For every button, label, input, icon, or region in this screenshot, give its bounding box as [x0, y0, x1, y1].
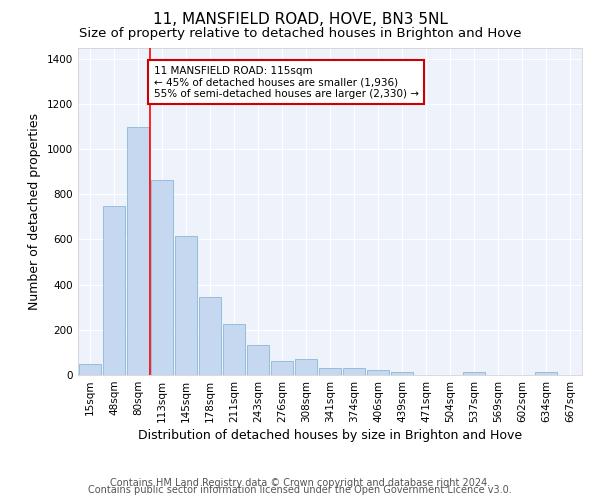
X-axis label: Distribution of detached houses by size in Brighton and Hove: Distribution of detached houses by size … — [138, 429, 522, 442]
Text: Contains public sector information licensed under the Open Government Licence v3: Contains public sector information licen… — [88, 485, 512, 495]
Bar — [223, 324, 245, 375]
Bar — [295, 359, 317, 375]
Bar — [247, 344, 269, 375]
Text: Contains HM Land Registry data © Crown copyright and database right 2024.: Contains HM Land Registry data © Crown c… — [110, 478, 490, 488]
Bar — [391, 372, 413, 375]
Bar — [535, 372, 557, 375]
Bar — [463, 372, 485, 375]
Bar — [271, 361, 293, 375]
Bar — [175, 236, 197, 375]
Bar — [127, 126, 149, 375]
Bar — [343, 368, 365, 375]
Bar — [319, 368, 341, 375]
Y-axis label: Number of detached properties: Number of detached properties — [28, 113, 41, 310]
Bar — [367, 370, 389, 375]
Text: Size of property relative to detached houses in Brighton and Hove: Size of property relative to detached ho… — [79, 28, 521, 40]
Bar — [103, 206, 125, 375]
Text: 11, MANSFIELD ROAD, HOVE, BN3 5NL: 11, MANSFIELD ROAD, HOVE, BN3 5NL — [152, 12, 448, 28]
Bar — [79, 364, 101, 375]
Bar — [151, 180, 173, 375]
Bar — [199, 297, 221, 375]
Text: 11 MANSFIELD ROAD: 115sqm
← 45% of detached houses are smaller (1,936)
55% of se: 11 MANSFIELD ROAD: 115sqm ← 45% of detac… — [154, 66, 419, 99]
